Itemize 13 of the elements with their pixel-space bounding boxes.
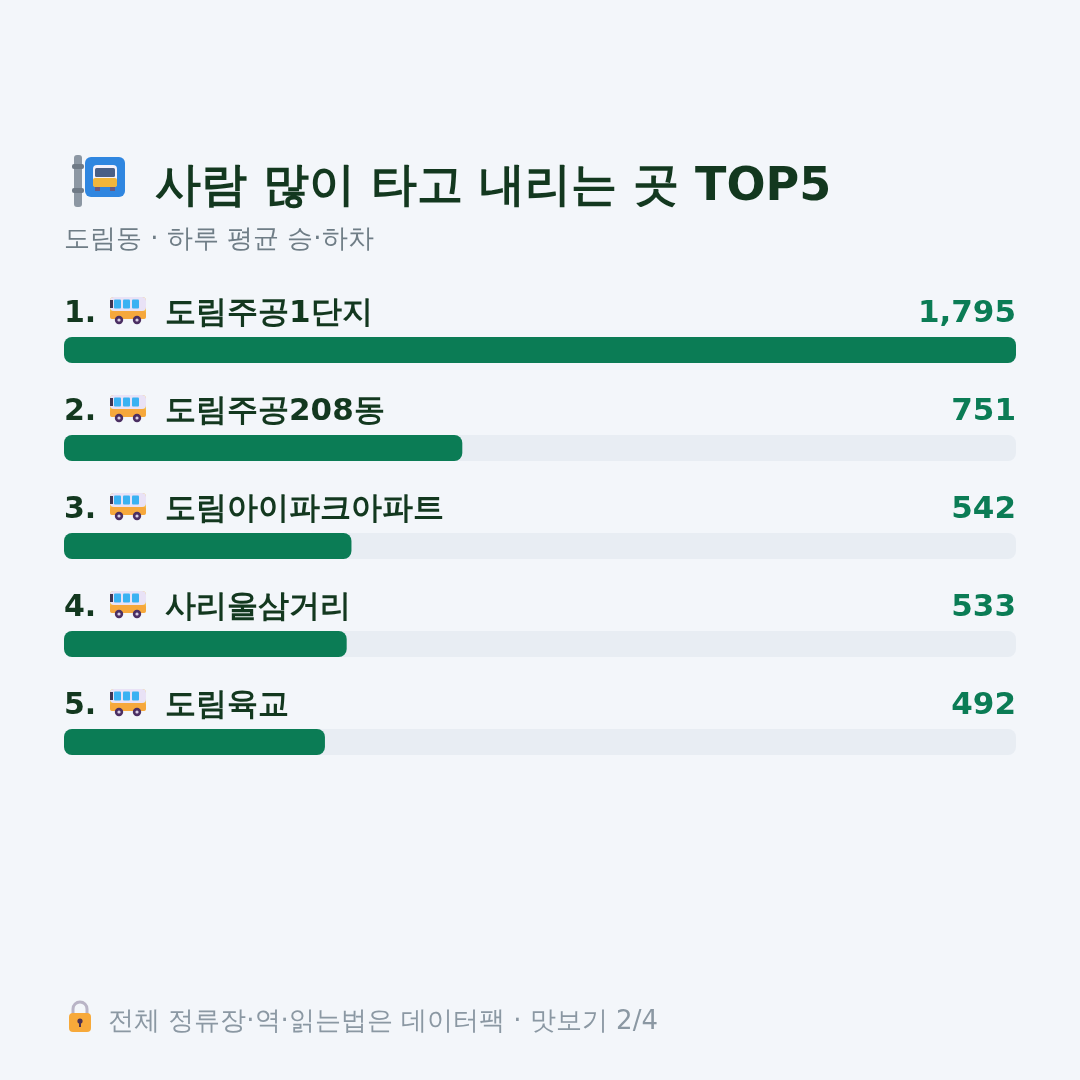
chart-title: 사람 많이 타고 내리는 곳 TOP5 — [155, 157, 832, 211]
category-label: 4. 사리울삼거리 — [64, 587, 351, 623]
category-label: 2. 도림주공208동 — [64, 391, 385, 427]
data-label: 1,795 — [917, 293, 1016, 329]
data-label: 751 — [951, 391, 1016, 427]
category-label: 5. 도림육교 — [64, 685, 289, 721]
category-label: 1. 도림주공1단지 — [64, 293, 373, 329]
data-label: 533 — [951, 587, 1016, 623]
data-label: 492 — [951, 685, 1016, 721]
category-label: 3. 도림아이파크아파트 — [64, 489, 444, 525]
chart-subtitle: 도림동 · 하루 평균 승·하차 — [64, 223, 374, 253]
text: 전체 정류장·역·읽는법은 데이터팩 · 맛보기 2/4 — [108, 1005, 658, 1035]
data-label: 542 — [951, 489, 1016, 525]
